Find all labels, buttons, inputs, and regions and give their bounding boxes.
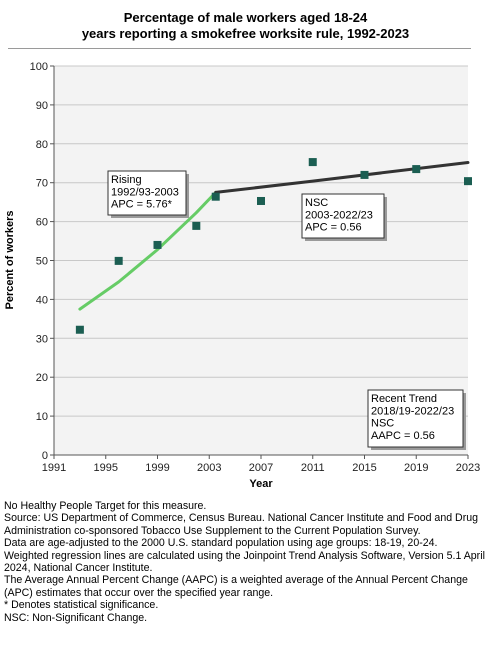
y-tick-label: 40 bbox=[36, 294, 48, 306]
annotation-text: APC = 0.56 bbox=[305, 222, 362, 234]
annotation-text: 2003-2022/23 bbox=[305, 209, 373, 221]
note-nsc: NSC: Non-Significant Change. bbox=[4, 611, 148, 624]
trend-line-rising bbox=[78, 190, 218, 311]
y-tick-label: 20 bbox=[36, 372, 48, 384]
y-tick-label: 80 bbox=[36, 139, 48, 151]
y-tick-label: 50 bbox=[36, 256, 48, 268]
y-tick-label: 60 bbox=[36, 217, 48, 229]
chart-title: Percentage of male workers aged 18-24 ye… bbox=[0, 10, 491, 42]
x-tick-label: 1995 bbox=[94, 462, 118, 474]
data-point bbox=[464, 177, 472, 186]
note-source: Source: US Department of Commerce, Censu… bbox=[4, 512, 479, 537]
data-point bbox=[360, 170, 369, 179]
note-age-adjusted: Data are age-adjusted to the 2000 U.S. s… bbox=[4, 537, 438, 550]
annotation-text: 2018/19-2022/23 bbox=[371, 405, 454, 417]
annotation-text: 1992/93-2003 bbox=[111, 186, 179, 198]
y-axis-label: Percent of workers bbox=[4, 210, 16, 309]
annotation-text: APC = 5.76* bbox=[111, 199, 173, 211]
annotation-text: AAPC = 0.56 bbox=[371, 430, 435, 442]
annotation-box bbox=[301, 193, 385, 239]
footnotes: No Healthy People Target for this measur… bbox=[4, 500, 488, 624]
chart-title-line-2: years reporting a smokefree worksite rul… bbox=[81, 26, 410, 41]
chart-title-line-1: Percentage of male workers aged 18-24 bbox=[123, 10, 368, 25]
annotation-text: NSC bbox=[371, 418, 394, 430]
y-tick-label: 30 bbox=[36, 333, 48, 345]
note-aapc: The Average Annual Percent Change (AAPC)… bbox=[4, 574, 468, 599]
annotation-text: NSC bbox=[305, 197, 328, 209]
x-axis-label: Year bbox=[249, 478, 273, 490]
data-point bbox=[192, 221, 201, 230]
data-point bbox=[412, 165, 421, 174]
x-tick-label: 1991 bbox=[42, 462, 66, 474]
y-tick-label: 70 bbox=[36, 178, 48, 190]
axis-ticks: 0 10 20 30 40 50 60 70 80 90 100 1991 1995 1999 2003 20… bbox=[30, 61, 481, 474]
x-tick-label: 1999 bbox=[145, 462, 169, 474]
annotation-box bbox=[107, 170, 187, 216]
x-tick-label: 2003 bbox=[197, 462, 221, 474]
note-significance: * Denotes statistical significance. bbox=[4, 599, 159, 612]
data-point bbox=[153, 240, 162, 249]
chart-svg: 0 10 20 30 40 50 60 70 80 90 100 1991 1995 1999 2003 20… bbox=[4, 61, 481, 490]
x-tick-label: 2011 bbox=[301, 462, 325, 474]
y-tick-label: 100 bbox=[30, 61, 48, 73]
x-tick-label: 2015 bbox=[352, 462, 376, 474]
data-point bbox=[257, 196, 265, 205]
annotation-box bbox=[367, 389, 464, 448]
annotation-text: Rising bbox=[111, 174, 142, 186]
x-tick-label: 2023 bbox=[456, 462, 480, 474]
note-target: No Healthy People Target for this measur… bbox=[4, 500, 207, 512]
data-point bbox=[114, 256, 123, 265]
note-regression: Weighted regression lines are calculated… bbox=[4, 549, 485, 575]
annotation-text: Recent Trend bbox=[371, 393, 437, 405]
y-tick-label: 10 bbox=[36, 411, 48, 423]
data-point bbox=[211, 192, 220, 201]
y-tick-label: 90 bbox=[36, 100, 48, 112]
data-point bbox=[75, 325, 84, 334]
x-tick-label: 2007 bbox=[249, 462, 273, 474]
x-tick-label: 2019 bbox=[404, 462, 428, 474]
series-layer bbox=[75, 158, 472, 334]
y-tick-label: 0 bbox=[42, 450, 48, 462]
title-divider bbox=[8, 48, 471, 49]
data-point bbox=[308, 158, 317, 167]
